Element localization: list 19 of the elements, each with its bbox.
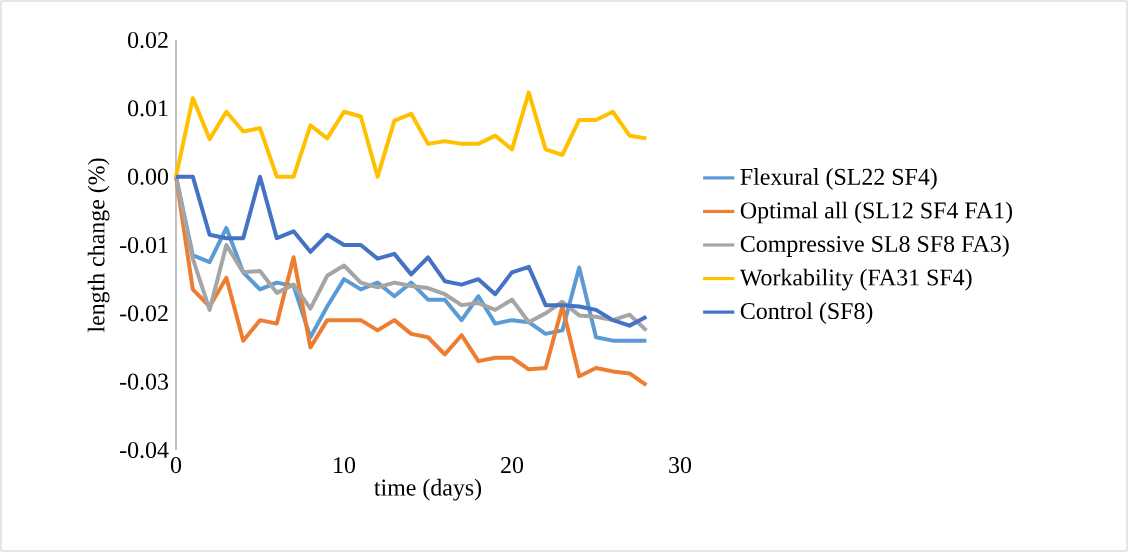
legend-label: Flexural (SL22 SF4) (740, 168, 937, 190)
y-axis-title: length change (%) (87, 158, 110, 333)
x-tick-label: 20 (501, 457, 524, 474)
y-tick-label: -0.03 (120, 373, 169, 390)
x-tick-label: 10 (334, 457, 356, 474)
legend-label: Optimal all (SL12 SF4 FA1) (740, 201, 1013, 224)
y-tick-label: -0.01 (120, 236, 168, 254)
x-tick-label: 0 (170, 457, 182, 474)
legend-label: Workability (FA31 SF4) (739, 268, 972, 291)
y-tick-label: 0.00 (128, 168, 169, 185)
y-tick-label: 0.01 (128, 100, 168, 117)
legend-label: Control (SF8) (740, 302, 873, 324)
line-series (174, 90, 649, 179)
y-tick-label: -0.02 (120, 305, 168, 322)
legend-label: Compressive SL8 SF8 FA3) (740, 235, 1009, 257)
y-tick-label: 0.02 (128, 31, 168, 49)
x-tick-label: 30 (669, 457, 692, 474)
x-axis-title: time (days) (374, 478, 482, 501)
y-tick-label: -0.04 (120, 441, 169, 459)
